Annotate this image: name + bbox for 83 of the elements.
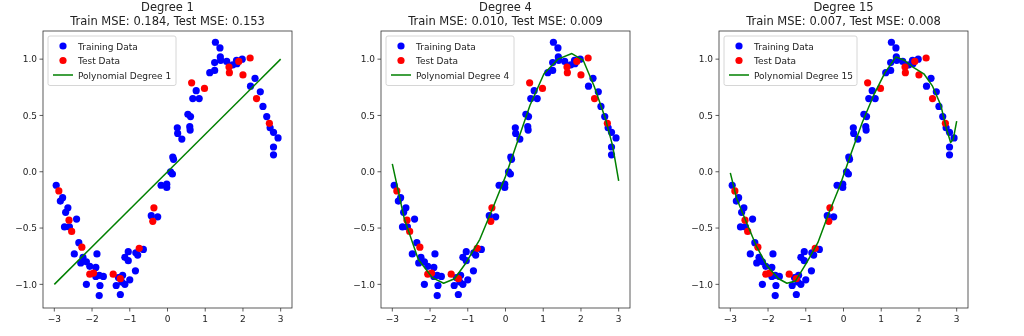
point — [538, 84, 547, 93]
y-tick-label: 1.0 — [360, 54, 376, 65]
y-tick-label: 0.0 — [360, 166, 376, 177]
point — [876, 84, 885, 93]
y-tick-label: 0.0 — [698, 166, 714, 177]
point — [785, 270, 793, 278]
x-tick-label: −2 — [761, 314, 775, 324]
x-tick-label: −3 — [723, 314, 737, 324]
point — [922, 54, 930, 62]
x-tick-label: −1 — [123, 314, 137, 324]
chart-subtitle: Train MSE: 0.184, Test MSE: 0.153 — [69, 14, 265, 28]
x-tick-label: 3 — [615, 314, 622, 324]
legend-label: Test Data — [415, 56, 459, 66]
point — [150, 204, 158, 212]
point — [265, 119, 273, 127]
point — [487, 217, 495, 225]
legend-label: Polynomial Degree 1 — [78, 70, 172, 81]
x-tick-label: 1 — [540, 314, 547, 324]
point — [901, 69, 909, 77]
x-tick-label: −1 — [799, 314, 813, 324]
legend-label: Polynomial Degree 4 — [416, 70, 510, 81]
point — [246, 54, 254, 62]
chart-title: Degree 4 — [479, 0, 532, 14]
chart-title: Degree 1 — [141, 0, 194, 14]
legend-label: Test Data — [77, 56, 121, 66]
x-tick-label: 3 — [277, 314, 284, 324]
y-tick-label: 1.0 — [22, 54, 38, 65]
x-tick-label: 0 — [840, 314, 847, 324]
point — [89, 269, 98, 277]
point — [416, 243, 424, 251]
y-tick-label: 0.5 — [22, 110, 37, 121]
legend-label: Test Data — [753, 56, 797, 66]
point — [65, 216, 73, 224]
y-tick-label: 0.5 — [360, 110, 375, 121]
legend-label: Polynomial Degree 15 — [754, 70, 853, 81]
x-tick-label: 2 — [240, 314, 246, 324]
legend-label: Training Data — [415, 41, 476, 52]
point — [864, 79, 872, 87]
point — [577, 71, 585, 79]
point — [78, 243, 86, 251]
y-tick-label: 0.5 — [698, 110, 713, 121]
x-tick-label: 0 — [164, 314, 171, 324]
point — [239, 71, 247, 79]
y-tick-label: −0.5 — [691, 223, 713, 234]
legend-label: Training Data — [77, 41, 138, 52]
y-tick-label: 1.0 — [698, 54, 714, 65]
x-tick-label: −2 — [85, 314, 99, 324]
x-tick-label: 3 — [953, 314, 960, 324]
x-tick-label: 2 — [916, 314, 922, 324]
y-tick-label: −0.5 — [353, 223, 375, 234]
y-tick-label: −1.0 — [353, 279, 376, 290]
point — [526, 79, 534, 87]
point — [563, 69, 571, 77]
point — [225, 69, 233, 77]
point — [200, 84, 209, 93]
point — [252, 94, 261, 103]
y-tick-label: −1.0 — [15, 279, 38, 290]
point — [55, 187, 63, 195]
x-tick-label: 1 — [202, 314, 209, 324]
point — [584, 54, 592, 62]
x-tick-label: 1 — [878, 314, 885, 324]
x-tick-label: −1 — [461, 314, 475, 324]
x-tick-label: 2 — [578, 314, 584, 324]
chart-title: Degree 15 — [813, 0, 874, 14]
x-tick-label: −3 — [385, 314, 399, 324]
point — [928, 94, 937, 103]
x-tick-label: −2 — [423, 314, 437, 324]
y-tick-label: −1.0 — [691, 279, 714, 290]
x-tick-label: −3 — [47, 314, 61, 324]
point — [135, 244, 143, 252]
point — [68, 227, 76, 236]
legend-label: Training Data — [753, 41, 814, 52]
y-tick-label: −0.5 — [15, 223, 37, 234]
point — [109, 270, 117, 278]
point — [590, 94, 599, 103]
point — [447, 270, 455, 278]
point — [149, 217, 157, 225]
point — [915, 71, 923, 79]
x-tick-label: 0 — [502, 314, 509, 324]
chart-subtitle: Train MSE: 0.007, Test MSE: 0.008 — [745, 14, 941, 28]
point — [188, 79, 196, 87]
chart-subtitle: Train MSE: 0.010, Test MSE: 0.009 — [407, 14, 603, 28]
y-tick-label: 0.0 — [22, 166, 38, 177]
